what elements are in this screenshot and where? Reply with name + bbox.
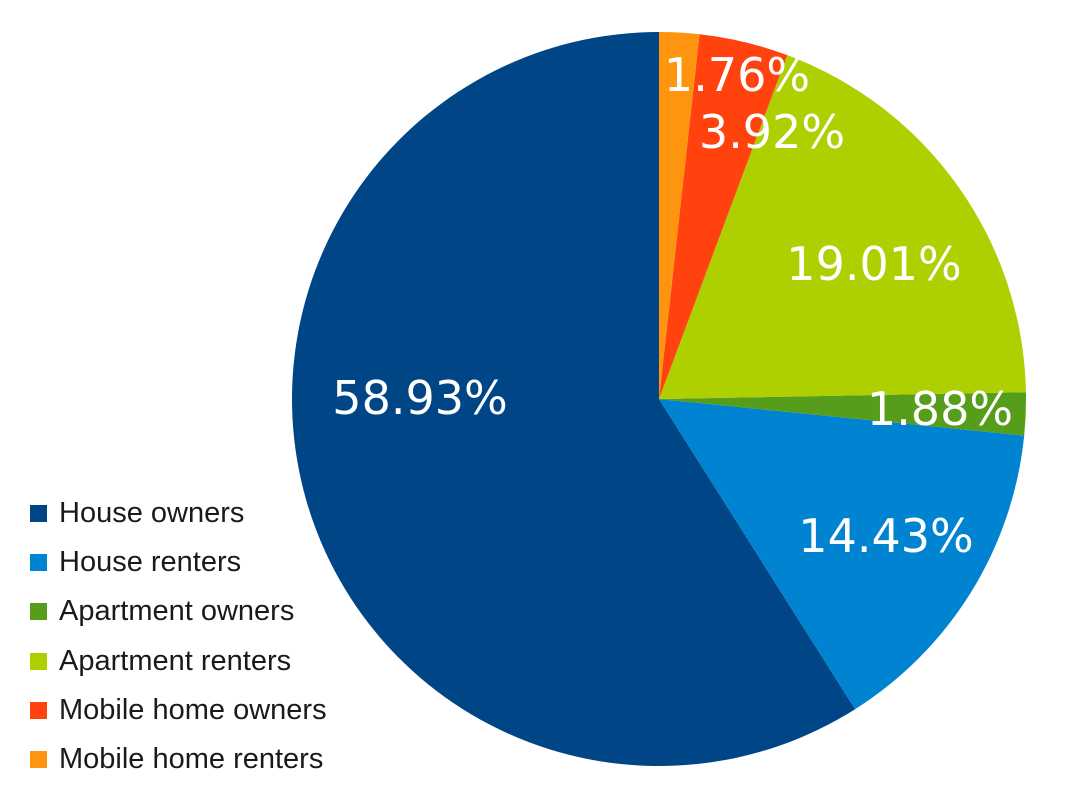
data-label-mobile-home-renters: 1.76%: [664, 48, 810, 102]
chart-legend: House owners House renters Apartment owner…: [30, 489, 327, 784]
legend-label-mobile-home-owners: Mobile home owners: [59, 693, 327, 726]
legend-swatch-apartment-renters: [30, 652, 47, 670]
legend-label-mobile-home-renters: Mobile home renters: [59, 743, 324, 776]
pie-slice-house-owners: [291, 32, 856, 766]
pie-slice-house-renters: [659, 399, 1025, 710]
legend-swatch-apartment-owners: [30, 603, 47, 621]
legend-swatch-mobile-home-renters: [30, 751, 47, 769]
data-label-apartment-owners: 1.88%: [867, 382, 1013, 436]
legend-swatch-house-owners: [30, 505, 47, 523]
legend-swatch-house-renters: [30, 554, 47, 572]
legend-item-mobile-home-owners: Mobile home owners: [30, 686, 327, 735]
pie-slice-apartment-owners: [659, 392, 1027, 436]
pie-slice-mobile-home-renters: [659, 31, 700, 399]
legend-label-house-owners: House owners: [59, 497, 245, 530]
legend-label-apartment-owners: Apartment owners: [59, 595, 295, 628]
data-label-house-owners: 58.93%: [332, 371, 507, 425]
legend-item-house-owners: House owners: [30, 489, 327, 538]
data-label-mobile-home-owners: 3.92%: [699, 105, 845, 159]
legend-label-apartment-renters: Apartment renters: [59, 644, 292, 677]
legend-label-house-renters: House renters: [59, 546, 242, 579]
legend-item-apartment-renters: Apartment renters: [30, 637, 327, 686]
legend-swatch-mobile-home-owners: [30, 701, 47, 719]
data-label-house-renters: 14.43%: [798, 509, 973, 563]
pie-slice-apartment-renters: [659, 55, 1026, 399]
legend-item-mobile-home-renters: Mobile home renters: [30, 735, 327, 784]
legend-item-apartment-owners: Apartment owners: [30, 587, 327, 636]
legend-item-house-renters: House renters: [30, 538, 327, 587]
pie-slice-mobile-home-owners: [659, 34, 788, 400]
data-label-apartment-renters: 19.01%: [786, 237, 961, 291]
